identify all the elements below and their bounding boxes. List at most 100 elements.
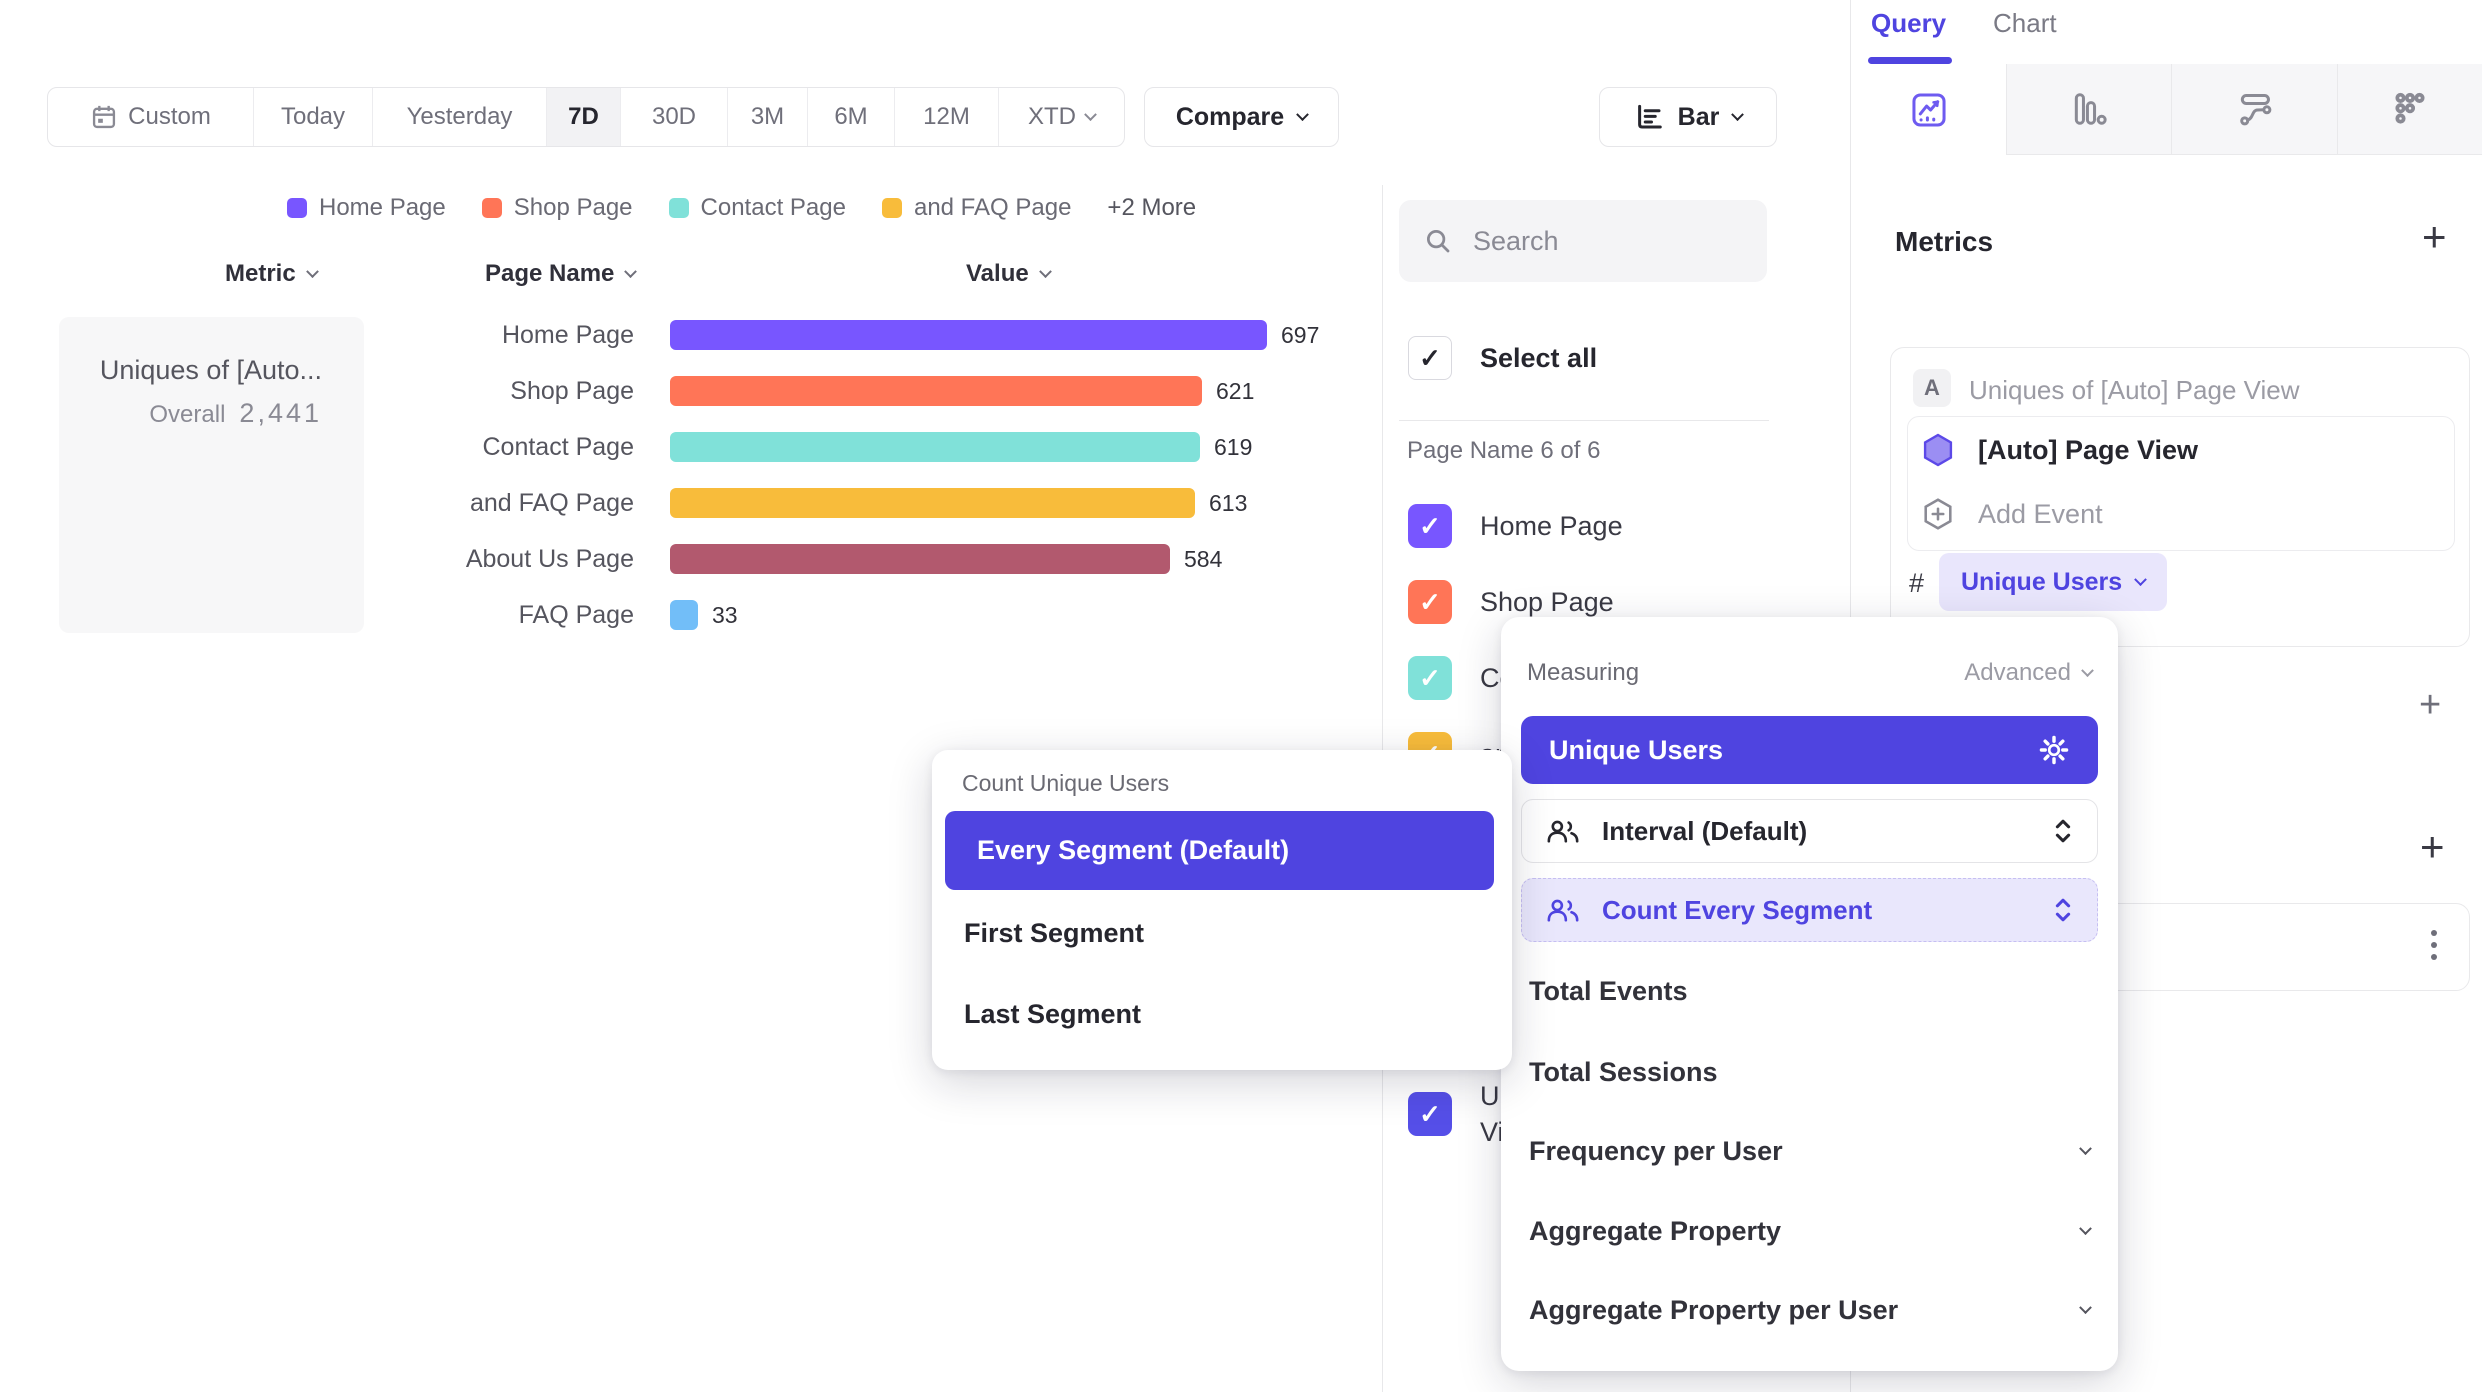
- segment-checkbox[interactable]: ✓: [1408, 1092, 1452, 1136]
- date-range-yesterday[interactable]: Yesterday: [373, 88, 547, 146]
- chevron-down-icon: [2079, 1141, 2092, 1155]
- date-range-7d[interactable]: 7D: [547, 88, 621, 146]
- advanced-toggle[interactable]: Advanced: [1964, 659, 2094, 687]
- tab-funnels[interactable]: [2007, 64, 2172, 155]
- bar-segment[interactable]: [670, 600, 698, 630]
- bar-value: 584: [1184, 545, 1223, 572]
- chevron-down-icon: [305, 264, 319, 278]
- bar-row: Shop Page 621: [0, 363, 1380, 419]
- bar-category-label: FAQ Page: [518, 600, 634, 629]
- funnels-icon: [2070, 90, 2108, 128]
- filter-divider: [1399, 420, 1769, 421]
- bar-segment[interactable]: [670, 376, 1202, 406]
- metric-card-title: Uniques of [Auto] Page View: [1969, 375, 2300, 405]
- legend-item[interactable]: Contact Page: [668, 194, 846, 222]
- tab-query[interactable]: Query: [1871, 8, 1947, 38]
- measuring-option-frequency-per-user[interactable]: Frequency per User: [1529, 1129, 2092, 1173]
- bar-segment[interactable]: [670, 432, 1200, 462]
- count-option-last-segment[interactable]: Last Segment: [964, 999, 1142, 1029]
- metric-summary-overall: Overall 2,441: [149, 398, 322, 428]
- count-option-every-segment[interactable]: Every Segment (Default): [945, 811, 1494, 890]
- gear-icon[interactable]: [2038, 734, 2070, 766]
- segment-row-shop-page[interactable]: ✓ Shop Page: [1408, 580, 1614, 624]
- measuring-option-total-sessions[interactable]: Total Sessions: [1529, 1056, 1718, 1087]
- date-range-12m[interactable]: 12M: [895, 88, 999, 146]
- chevron-down-icon: [1296, 107, 1310, 121]
- tab-insights[interactable]: [1851, 64, 2007, 155]
- users-icon: [1546, 897, 1580, 923]
- bar-value: 697: [1281, 321, 1320, 348]
- segment-search[interactable]: Search: [1399, 200, 1767, 282]
- count-menu-title: Count Unique Users: [962, 770, 1170, 796]
- select-all-row[interactable]: ✓ Select all: [1408, 336, 1597, 380]
- search-placeholder: Search: [1473, 225, 1559, 256]
- measuring-count-mode-selector[interactable]: Count Every Segment: [1521, 878, 2098, 942]
- stepper-icon[interactable]: [2053, 817, 2073, 845]
- metric-card[interactable]: A Uniques of [Auto] Page View [Auto] Pag…: [1890, 347, 2470, 647]
- segment-checkbox[interactable]: ✓: [1408, 656, 1452, 700]
- search-icon: [1423, 226, 1453, 256]
- legend-more[interactable]: +2 More: [1107, 194, 1197, 221]
- bar-segment[interactable]: [670, 320, 1267, 350]
- add-metric-button[interactable]: +: [2422, 213, 2447, 260]
- users-icon: [1546, 818, 1580, 844]
- select-all-checkbox[interactable]: ✓: [1408, 336, 1452, 380]
- date-range-today[interactable]: Today: [254, 88, 373, 146]
- bar-chart: Home Page 697 Shop Page 621 Contact Page…: [0, 307, 1380, 643]
- measuring-option-unique-users[interactable]: Unique Users: [1521, 716, 2098, 784]
- measurement-dropdown[interactable]: Unique Users: [1939, 553, 2168, 611]
- legend-swatch: [668, 198, 689, 218]
- metric-summary-card[interactable]: Uniques of [Auto... Overall 2,441: [59, 317, 364, 633]
- bar-category-label: About Us Page: [465, 544, 634, 573]
- measure-hash-prefix: #: [1909, 568, 1925, 598]
- legend-swatch: [881, 198, 902, 218]
- segment-checkbox[interactable]: ✓: [1408, 580, 1452, 624]
- bar-row: FAQ Page 33: [0, 587, 1380, 643]
- calendar-icon: [90, 103, 118, 131]
- chart-legend: Home Page Shop Page Contact Page and FAQ…: [287, 194, 1196, 222]
- count-option-first-segment[interactable]: First Segment: [964, 918, 1145, 948]
- measuring-interval-selector[interactable]: Interval (Default): [1521, 799, 2098, 863]
- date-range-custom[interactable]: Custom: [48, 88, 254, 146]
- date-range-xtd[interactable]: XTD: [999, 88, 1124, 146]
- add-filter-button[interactable]: +: [2419, 684, 2442, 726]
- compare-button[interactable]: Compare: [1144, 87, 1339, 147]
- retention-icon: [2391, 90, 2429, 128]
- bar-segment[interactable]: [670, 544, 1170, 574]
- date-range-6m[interactable]: 6M: [808, 88, 895, 146]
- add-event-icon: [1920, 496, 1956, 532]
- measuring-option-aggregate-property-per-user[interactable]: Aggregate Property per User: [1529, 1288, 2092, 1332]
- measuring-option-total-events[interactable]: Total Events: [1529, 975, 1688, 1006]
- segment-checkbox[interactable]: ✓: [1408, 504, 1452, 548]
- bar-segment[interactable]: [670, 488, 1195, 518]
- legend-item[interactable]: Shop Page: [481, 194, 633, 222]
- active-tab-underline: [1868, 57, 1952, 64]
- tab-retention[interactable]: [2338, 64, 2482, 155]
- add-breakdown-button[interactable]: +: [2420, 823, 2445, 870]
- column-header-page-name[interactable]: Page Name: [485, 260, 638, 288]
- kebab-menu-icon[interactable]: [2431, 930, 2437, 960]
- add-event-row[interactable]: Add Event: [1920, 492, 2103, 536]
- bar-category-label: Shop Page: [510, 376, 634, 405]
- stepper-icon[interactable]: [2053, 896, 2073, 924]
- date-range-3m[interactable]: 3M: [728, 88, 808, 146]
- segment-row-home-page[interactable]: ✓ Home Page: [1408, 504, 1623, 548]
- event-card: [Auto] Page View Add Event: [1907, 416, 2455, 551]
- chart-type-button[interactable]: Bar: [1599, 87, 1777, 147]
- legend-item[interactable]: and FAQ Page: [881, 194, 1071, 222]
- date-range-30d[interactable]: 30D: [621, 88, 728, 146]
- column-header-value[interactable]: Value: [966, 260, 1052, 288]
- insights-icon: [1910, 91, 1948, 129]
- chevron-down-icon: [2079, 1221, 2092, 1235]
- bar-value: 619: [1214, 433, 1253, 460]
- bar-value: 613: [1209, 489, 1248, 516]
- measuring-option-aggregate-property[interactable]: Aggregate Property: [1529, 1209, 2092, 1253]
- tab-flows[interactable]: [2172, 64, 2338, 155]
- tab-chart[interactable]: Chart: [1993, 8, 2057, 38]
- column-header-metric[interactable]: Metric: [225, 260, 319, 288]
- legend-item[interactable]: Home Page: [287, 194, 446, 222]
- measuring-title: Measuring: [1527, 659, 1640, 686]
- event-row[interactable]: [Auto] Page View: [1920, 428, 2198, 472]
- chevron-down-icon: [2081, 663, 2094, 677]
